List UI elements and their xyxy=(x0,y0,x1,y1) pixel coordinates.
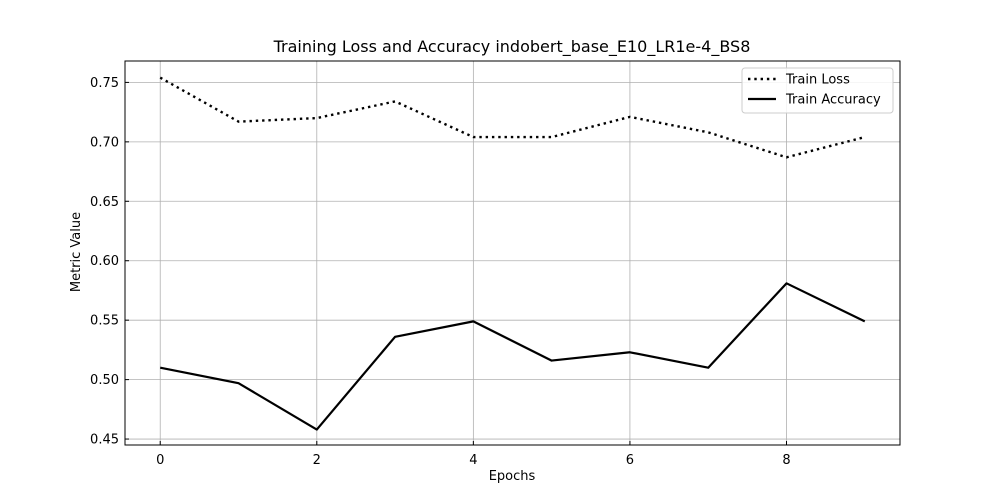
y-tick-label: 0.45 xyxy=(90,433,119,448)
x-tick-label: 4 xyxy=(469,453,477,468)
x-tick-label: 2 xyxy=(313,453,321,468)
plot-frame xyxy=(124,60,901,446)
legend-label-train-loss: Train Loss xyxy=(785,73,850,88)
grid xyxy=(125,61,900,445)
y-tick-label: 0.50 xyxy=(90,373,119,388)
ticks: 0 2 4 6 8 0.45 0.50 0.55 0.60 0.65 0.70 0.75 xyxy=(90,76,791,468)
x-tick-label: 0 xyxy=(156,453,164,468)
x-tick-label: 6 xyxy=(626,453,634,468)
y-tick-label: 0.65 xyxy=(90,195,119,210)
legend: Train Loss Train Accuracy xyxy=(741,67,894,114)
y-axis-label: Metric Value xyxy=(69,212,84,292)
y-tick-label: 0.55 xyxy=(90,314,119,329)
y-tick-label: 0.70 xyxy=(90,135,119,150)
y-tick-label: 0.60 xyxy=(90,254,119,269)
series-line-train-loss xyxy=(159,76,866,159)
series-line-train-accuracy xyxy=(160,282,866,431)
y-tick-label: 0.75 xyxy=(90,76,119,91)
x-axis-label: Epochs xyxy=(489,469,536,484)
x-tick-label: 8 xyxy=(782,453,790,468)
legend-box xyxy=(741,67,894,114)
series-layer xyxy=(159,76,866,431)
chart-title: Training Loss and Accuracy indobert_base… xyxy=(273,37,751,57)
legend-label-train-accuracy: Train Accuracy xyxy=(785,93,881,108)
